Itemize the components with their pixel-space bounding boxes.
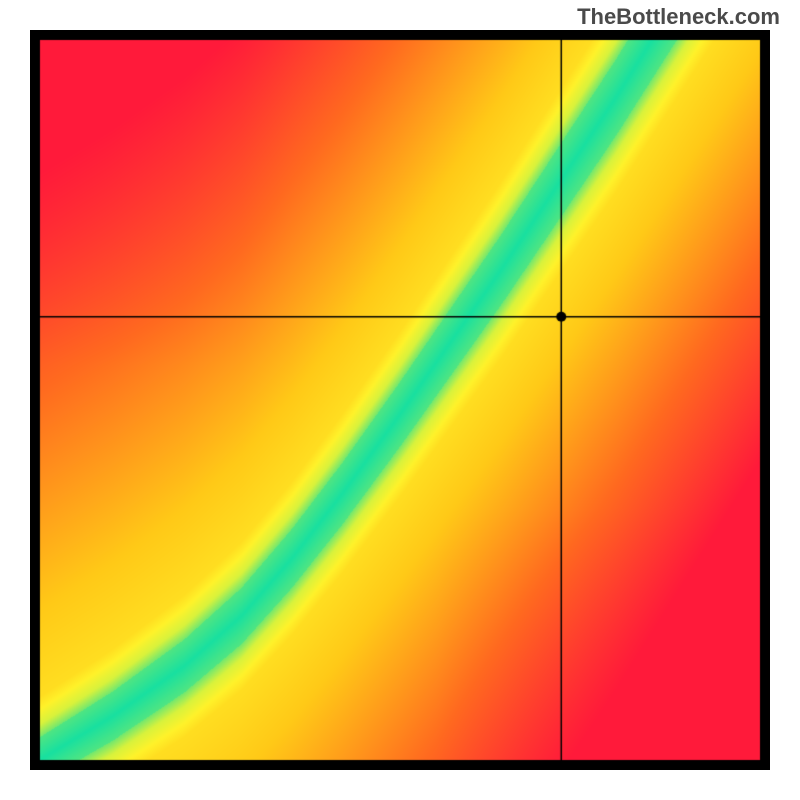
chart-container: TheBottleneck.com	[0, 0, 800, 800]
heatmap-canvas	[30, 30, 770, 770]
plot-frame	[30, 30, 770, 770]
watermark-text: TheBottleneck.com	[577, 4, 780, 30]
